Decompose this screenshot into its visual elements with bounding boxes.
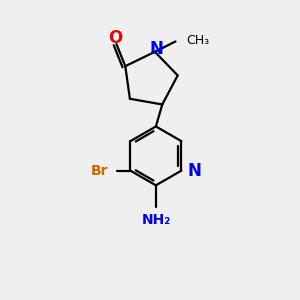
- Text: N: N: [188, 162, 202, 180]
- Text: CH₃: CH₃: [187, 34, 210, 46]
- Text: NH₂: NH₂: [141, 213, 170, 227]
- Text: O: O: [108, 28, 122, 46]
- Text: Br: Br: [91, 164, 108, 178]
- Text: N: N: [149, 40, 163, 58]
